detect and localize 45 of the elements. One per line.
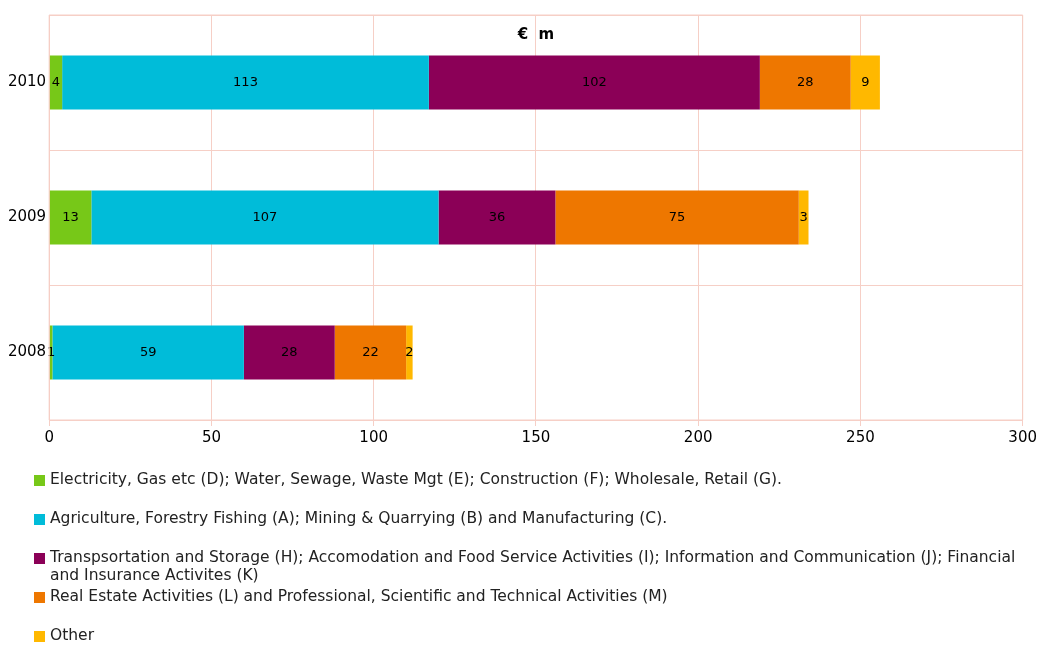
x-tick-label: 50 [201, 427, 221, 446]
y-tick-label: 2009 [7, 207, 47, 226]
data-label: 59 [139, 343, 157, 359]
legend-label: Agriculture, Forestry Fishing (A); Mining & Quarrying (B) and Manufacturing (C). [50, 509, 668, 527]
data-label: 36 [488, 208, 506, 224]
data-label: 2 [405, 343, 414, 359]
x-tick-label: 100 [359, 427, 388, 446]
text: € m [516, 24, 555, 43]
bar [406, 325, 413, 380]
data-label: 102 [581, 73, 607, 89]
legend-label: Other [50, 626, 95, 644]
y-tick-label: 2008 [7, 342, 47, 361]
x-tick-label: 150 [521, 427, 551, 446]
bar [438, 190, 556, 245]
x-tick-label: 250 [846, 427, 875, 446]
bar [49, 55, 63, 110]
data-label: 107 [252, 208, 278, 224]
x-tick-label: 200 [683, 427, 713, 446]
data-label: 28 [796, 73, 814, 89]
data-label: 13 [62, 208, 79, 224]
data-label: 9 [861, 73, 870, 89]
bar [334, 325, 407, 380]
bar [243, 325, 335, 380]
data-label: 22 [362, 343, 379, 359]
bar [49, 190, 92, 245]
bar [759, 55, 851, 110]
legend-label: Real Estate Activities (L) and Professional, Scientific and Technical Activities (M) [50, 587, 668, 605]
legend-label: Transpsortation and Storage (H); Accomodation and Food Service Activities (I); Information and Communication (J); Financial and Insurance Activites (K) [50, 548, 1017, 584]
data-label: 113 [233, 73, 258, 89]
data-label: 1 [46, 343, 56, 359]
bar [62, 55, 429, 110]
bar [555, 190, 799, 245]
data-label: 4 [51, 73, 61, 89]
bar [52, 325, 244, 380]
bar [91, 190, 439, 245]
bar [798, 190, 809, 245]
legend-label: Electricity, Gas etc (D); Water, Sewage, Waste Mgt (E); Construction (F); Wholesale, Retail (G). [50, 470, 783, 488]
data-label: 3 [799, 208, 808, 224]
x-tick-label: 300 [1008, 427, 1038, 446]
data-label: 75 [668, 208, 686, 224]
bar [428, 55, 760, 110]
data-label: 28 [281, 343, 298, 359]
y-tick-label: 2010 [7, 72, 47, 91]
x-tick-label: 0 [44, 427, 54, 446]
bar [850, 55, 880, 110]
